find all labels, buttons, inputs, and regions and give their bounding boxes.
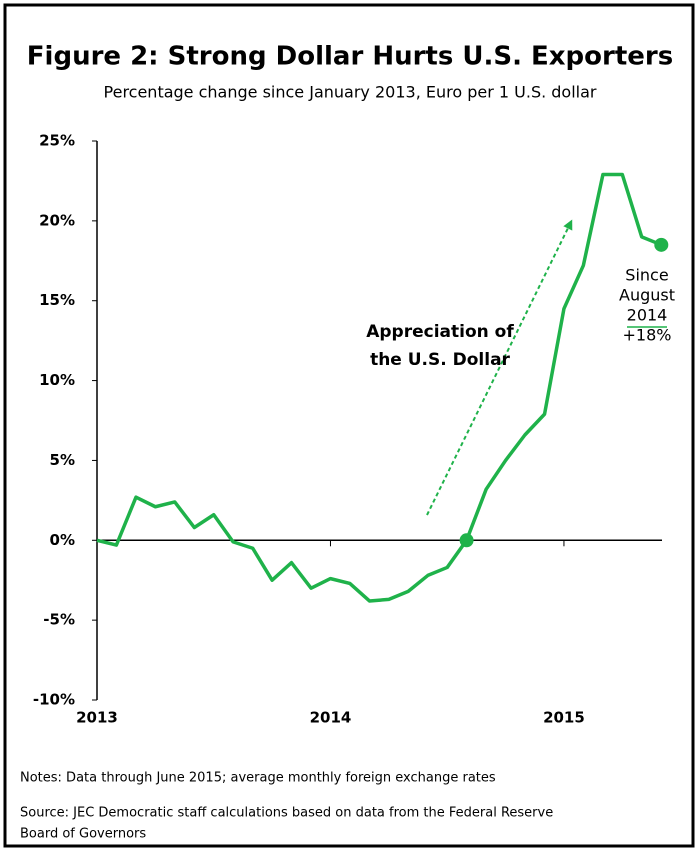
annotation: +18% bbox=[623, 326, 672, 345]
annotation-arrow bbox=[426, 219, 573, 516]
line-series bbox=[96, 172, 662, 603]
y-tick-label: 25% bbox=[39, 132, 75, 150]
marker bbox=[459, 533, 474, 548]
y-tick-label: -10% bbox=[33, 691, 75, 709]
annotation: Appreciation of bbox=[366, 322, 514, 342]
x-tick-label: 2014 bbox=[310, 709, 352, 727]
y-tick-label: 15% bbox=[39, 291, 75, 309]
x-tick-label: 2015 bbox=[543, 709, 585, 727]
y-tick-label: 20% bbox=[39, 211, 75, 229]
y-tick-label: 10% bbox=[39, 371, 75, 389]
annotation: August bbox=[619, 286, 675, 305]
annotation: 2014 bbox=[627, 306, 668, 325]
source: Board of Governors bbox=[20, 827, 146, 842]
y-tick-label: -5% bbox=[43, 611, 75, 629]
y-tick-label: 5% bbox=[50, 451, 75, 469]
source: Source: JEC Democratic staff calculation… bbox=[20, 806, 553, 821]
x-tick-label: 2013 bbox=[76, 709, 118, 727]
annotation: the U.S. Dollar bbox=[370, 350, 510, 370]
annotation: Since bbox=[625, 266, 668, 285]
chart-title: Figure 2: Strong Dollar Hurts U.S. Expor… bbox=[27, 42, 673, 72]
marker bbox=[654, 237, 669, 252]
chart-subtitle: Percentage change since January 2013, Eu… bbox=[104, 83, 597, 102]
notes: Notes: Data through June 2015; average m… bbox=[20, 771, 496, 786]
y-tick-label: 0% bbox=[50, 531, 75, 549]
frame bbox=[3, 3, 695, 848]
